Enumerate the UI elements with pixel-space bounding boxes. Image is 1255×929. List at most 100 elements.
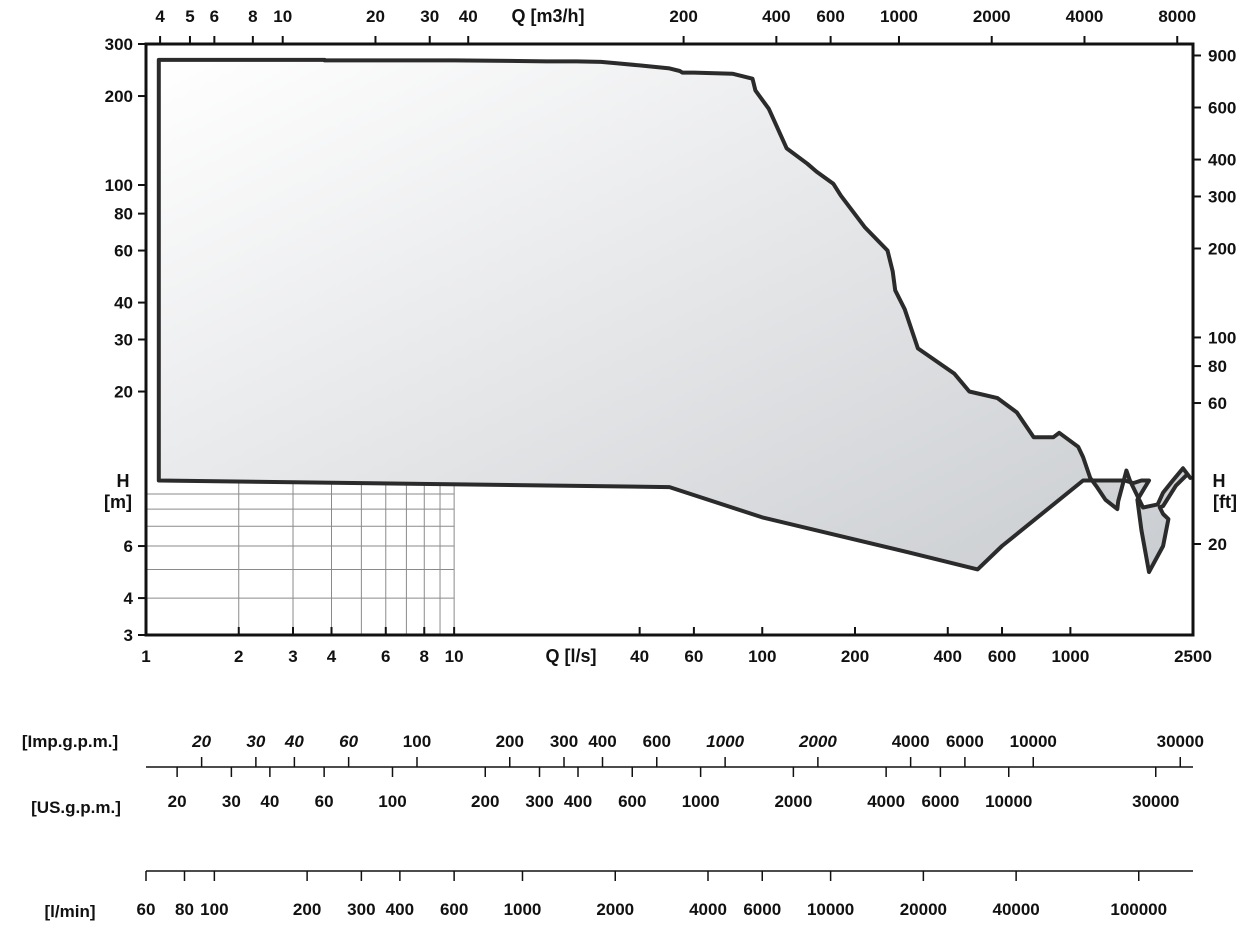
scale-tick-label: 600: [440, 900, 468, 919]
scale-tick-label: 2000: [798, 732, 837, 751]
scale-tick-label: 30000: [1157, 732, 1204, 751]
x-top-tick-label: 400: [762, 7, 790, 26]
x-top-tick-label: 200: [669, 7, 697, 26]
y-right-tick-label: 900: [1208, 46, 1236, 65]
y-tick-label: 200: [105, 87, 133, 106]
scale-title: [US.g.p.m.]: [31, 798, 121, 817]
scale-tick-label: 400: [588, 732, 616, 751]
y-right-tick-label: 60: [1208, 394, 1227, 413]
scale-tick-label: 200: [496, 732, 524, 751]
y-tick-label: 4: [124, 589, 134, 608]
scale-tick-label: 400: [386, 900, 414, 919]
x-tick-label: 10: [445, 647, 464, 666]
x-tick-label: 400: [934, 647, 962, 666]
x-tick-label: 3: [288, 647, 297, 666]
scale-tick-label: 6000: [743, 900, 781, 919]
scale-tick-label: 40000: [992, 900, 1039, 919]
scale-tick-label: 10000: [985, 792, 1032, 811]
y-right-axis-unit: [ft]: [1213, 492, 1237, 512]
x-top-tick-label: 1000: [880, 7, 918, 26]
x-tick-label: 2500: [1174, 647, 1212, 666]
y-tick-label: 40: [114, 294, 133, 313]
scale-tick-label: 30000: [1132, 792, 1179, 811]
scale-tick-label: 100: [378, 792, 406, 811]
scale-tick-label: 1000: [706, 732, 744, 751]
scale-tick-label: 600: [618, 792, 646, 811]
scale-tick-label: 30: [246, 732, 265, 751]
scale-title: [l/min]: [45, 902, 96, 921]
axis-ticks: [138, 36, 1201, 636]
x-top-tick-label: 40: [459, 7, 478, 26]
y-tick-label: 6: [124, 537, 133, 556]
x-top-tick-label: 2000: [973, 7, 1011, 26]
x-top-tick-label: 4000: [1066, 7, 1104, 26]
x-tick-label: 8: [420, 647, 429, 666]
x-top-tick-label: 30: [420, 7, 439, 26]
scale-tick-label: 300: [550, 732, 578, 751]
y-tick-label: 3: [124, 626, 133, 645]
x-tick-label: 600: [988, 647, 1016, 666]
scale-tick-label: 1000: [682, 792, 720, 811]
scale-tick-label: 40: [260, 792, 279, 811]
scale-tick-label: 20000: [900, 900, 947, 919]
y-right-tick-label: 200: [1208, 240, 1236, 259]
x-tick-label: 4: [327, 647, 337, 666]
scale-tick-label: 20: [168, 792, 187, 811]
x-top-tick-label: 20: [366, 7, 385, 26]
scale-tick-label: 80: [175, 900, 194, 919]
x-top-tick-label: 8000: [1158, 7, 1196, 26]
y-tick-label: 20: [114, 383, 133, 402]
x-top-axis-title: Q [m3/h]: [511, 6, 584, 26]
x-axis-title: Q [l/s]: [545, 646, 596, 666]
y-axis-title: H: [117, 471, 130, 491]
scale-tick-label: 300: [347, 900, 375, 919]
x-top-tick-label: 5: [185, 7, 194, 26]
scale-tick-label: 100000: [1110, 900, 1167, 919]
x-tick-label: 60: [684, 647, 703, 666]
y-axis-unit: [m]: [104, 492, 132, 512]
scale-title: [Imp.g.p.m.]: [22, 732, 118, 751]
scale-tick-label: 1000: [504, 900, 542, 919]
scale-tick-label: 40: [284, 732, 304, 751]
scale-tick-label: 100: [200, 900, 228, 919]
y-tick-label: 60: [114, 242, 133, 261]
scale-tick-label: 4000: [867, 792, 905, 811]
x-tick-label: 1: [141, 647, 150, 666]
y-right-tick-label: 100: [1208, 328, 1236, 347]
x-tick-label: 1000: [1051, 647, 1089, 666]
scale-tick-label: 2000: [774, 792, 812, 811]
grid-lines: [146, 480, 455, 635]
y-right-axis-title: H: [1213, 471, 1226, 491]
x-tick-label: 200: [841, 647, 869, 666]
scale-tick-label: 100: [403, 732, 431, 751]
y-right-tick-label: 20: [1208, 535, 1227, 554]
performance-envelope: [156, 57, 1193, 574]
scale-tick-label: 4000: [892, 732, 930, 751]
scale-tick-label: 60: [315, 792, 334, 811]
scale-tick-label: 600: [643, 732, 671, 751]
x-tick-label: 2: [234, 647, 243, 666]
scale-tick-label: 30: [222, 792, 241, 811]
y-tick-label: 80: [114, 205, 133, 224]
conversion-scales: [Imp.g.p.m.] 20 30 40 60 100 200 300 400 600 1000 2…: [22, 732, 1204, 921]
scale-tick-label: 300: [525, 792, 553, 811]
x-top-tick-label: 6: [210, 7, 219, 26]
y-right-tick-label: 80: [1208, 357, 1227, 376]
scale-tick-label: 200: [293, 900, 321, 919]
scale-tick-label: 10000: [807, 900, 854, 919]
scale-tick-label: 6000: [921, 792, 959, 811]
y-right-tick-label: 400: [1208, 151, 1236, 170]
x-tick-label: 100: [748, 647, 776, 666]
axis-labels: 1 2 3 4 6 8 10 40 60 100 200 400 600 1000 2500 Q [l/s] 4…: [104, 6, 1237, 666]
x-tick-label: 6: [381, 647, 390, 666]
scale-tick-label: 400: [564, 792, 592, 811]
scale-tick-label: 4000: [689, 900, 727, 919]
y-tick-label: 100: [105, 176, 133, 195]
scale-tick-label: 60: [137, 900, 156, 919]
x-top-tick-label: 8: [248, 7, 257, 26]
y-right-tick-label: 300: [1208, 187, 1236, 206]
scale-tick-label: 20: [191, 732, 211, 751]
x-top-tick-label: 10: [273, 7, 292, 26]
x-top-tick-label: 600: [816, 7, 844, 26]
scale-tick-label: 6000: [946, 732, 984, 751]
